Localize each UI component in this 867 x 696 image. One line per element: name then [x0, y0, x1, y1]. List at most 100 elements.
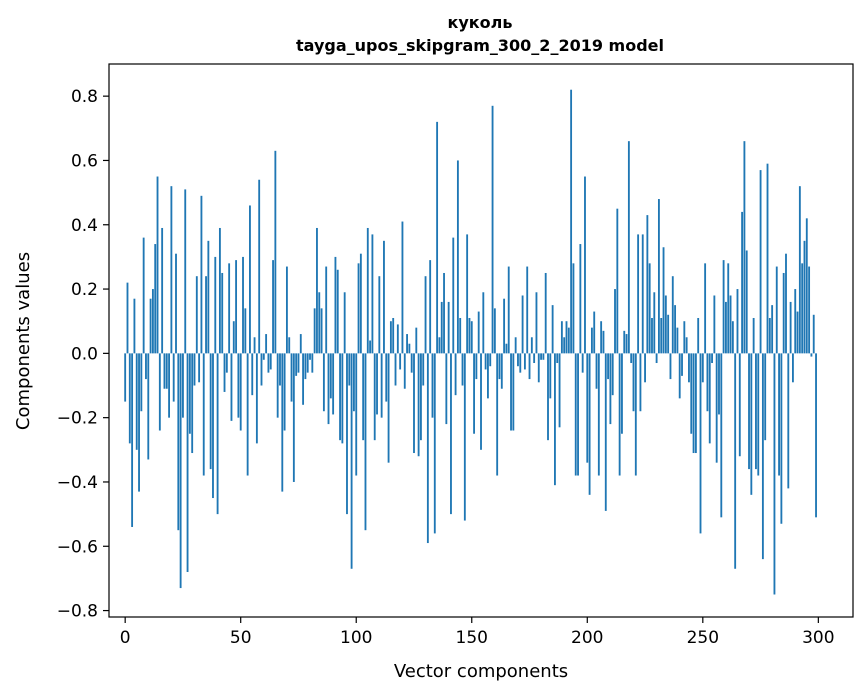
- bar: [290, 353, 293, 402]
- bar: [207, 240, 210, 354]
- bar: [500, 353, 503, 389]
- bar: [473, 353, 475, 434]
- bar: [339, 353, 341, 441]
- bar: [202, 353, 205, 476]
- bar: [396, 324, 399, 354]
- bar: [796, 311, 799, 354]
- bar: [195, 276, 198, 354]
- bar: [528, 353, 531, 380]
- bar: [366, 227, 369, 354]
- bar: [355, 353, 358, 476]
- bar: [512, 353, 515, 431]
- bar: [385, 353, 388, 402]
- bar: [184, 189, 187, 354]
- bar: [514, 337, 517, 354]
- bar: [690, 353, 693, 434]
- bar: [625, 334, 628, 354]
- bar: [720, 353, 723, 518]
- bar: [383, 240, 385, 354]
- bar: [792, 353, 794, 383]
- bar: [565, 321, 568, 354]
- bar: [787, 353, 790, 489]
- bar: [258, 179, 261, 354]
- bar: [764, 353, 767, 441]
- bar: [216, 353, 219, 515]
- bar: [214, 256, 217, 354]
- bar: [348, 353, 351, 386]
- bar: [426, 353, 429, 544]
- bar: [260, 353, 263, 386]
- bar: [362, 353, 365, 441]
- x-tick-label: 300: [802, 628, 834, 648]
- bar: [205, 276, 207, 354]
- bar: [168, 353, 170, 418]
- x-tick-label: 150: [456, 628, 488, 648]
- bar: [748, 353, 750, 470]
- bar: [558, 353, 561, 428]
- bar: [394, 353, 397, 386]
- bar: [623, 330, 626, 354]
- bar: [505, 343, 508, 354]
- bar: [778, 353, 780, 476]
- bar: [285, 266, 288, 354]
- bar: [170, 186, 173, 354]
- bar: [699, 353, 702, 534]
- y-tick-label: −0.8: [57, 602, 98, 622]
- bar: [579, 244, 582, 354]
- x-axis-label: Vector components: [394, 661, 568, 682]
- bar: [570, 89, 573, 354]
- bar: [669, 353, 672, 380]
- bar: [498, 353, 501, 380]
- bar: [480, 353, 482, 450]
- bar: [272, 260, 274, 354]
- bar: [614, 289, 616, 354]
- bar: [664, 295, 667, 354]
- bar: [627, 141, 630, 354]
- bar: [493, 308, 496, 354]
- bar: [655, 353, 658, 364]
- bar: [246, 353, 249, 476]
- bar: [660, 317, 663, 354]
- y-axis-ticks: −0.8 −0.6 −0.4 −0.2 0.0 0.2 0.4 0.6 0.8: [57, 87, 109, 622]
- bar: [283, 353, 286, 431]
- bar: [755, 353, 757, 470]
- bar: [775, 266, 778, 354]
- bar: [235, 260, 238, 354]
- bar: [815, 353, 817, 518]
- y-tick-label: 0.2: [71, 280, 98, 300]
- bar: [318, 292, 321, 354]
- bar: [641, 234, 644, 354]
- x-tick-label: 250: [687, 628, 719, 648]
- chart-title: куколь: [448, 13, 513, 32]
- bar: [798, 186, 801, 354]
- bar: [135, 353, 138, 450]
- bar: [309, 353, 311, 360]
- y-tick-label: −0.6: [57, 537, 98, 557]
- bar: [590, 327, 593, 354]
- x-axis-ticks: 0 50 100 150 200 250 300: [120, 617, 835, 648]
- bar: [138, 353, 140, 492]
- bar: [738, 353, 741, 457]
- bar: [279, 353, 281, 386]
- bar: [597, 353, 600, 476]
- bar: [577, 353, 579, 476]
- bar: [595, 353, 598, 389]
- bar: [218, 227, 221, 354]
- bar: [722, 260, 725, 354]
- bar: [715, 353, 718, 463]
- bar: [450, 353, 452, 515]
- bar: [725, 301, 727, 354]
- bar: [403, 353, 406, 389]
- bar: [745, 250, 748, 354]
- bar: [688, 353, 690, 383]
- bar: [616, 208, 619, 354]
- bar: [230, 353, 233, 421]
- bar: [387, 353, 390, 463]
- bar: [766, 163, 769, 354]
- y-tick-label: 0.4: [71, 216, 98, 236]
- plot-frame: [108, 63, 854, 618]
- y-tick-label: −0.4: [57, 473, 98, 493]
- bar: [759, 170, 762, 354]
- bar: [657, 199, 660, 354]
- bar: [667, 314, 670, 354]
